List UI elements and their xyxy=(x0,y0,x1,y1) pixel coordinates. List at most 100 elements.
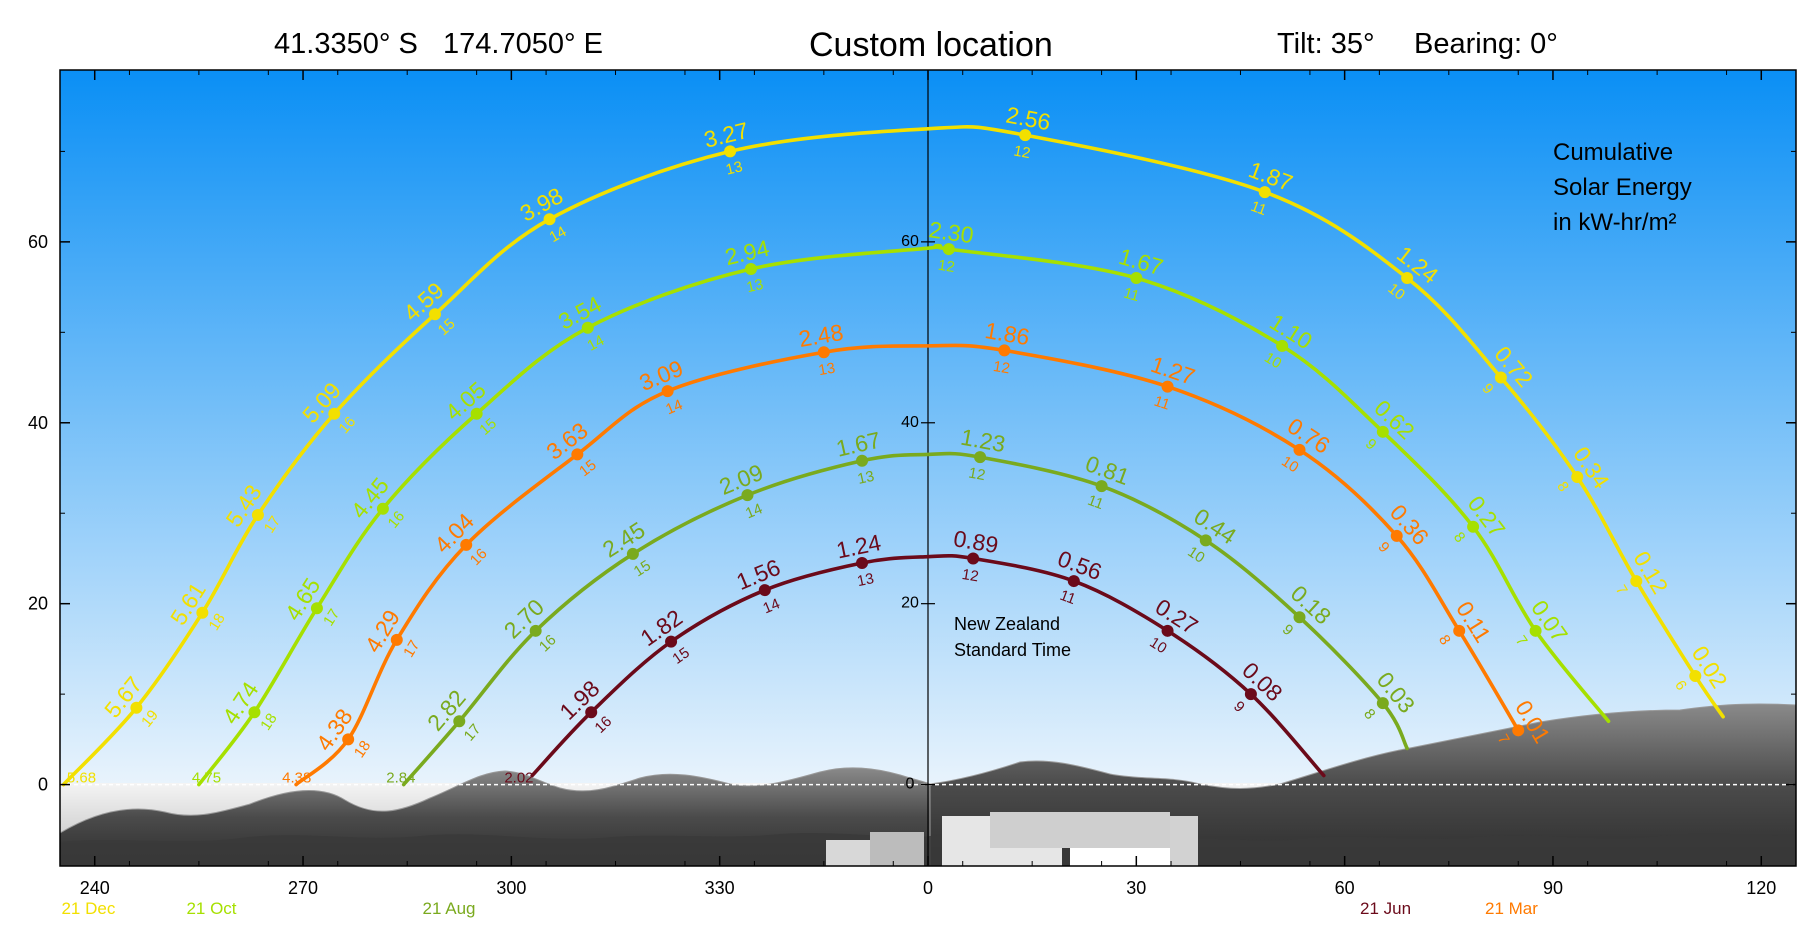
sun-path-line xyxy=(294,343,1521,787)
hour-label: 18 xyxy=(351,738,374,761)
axes: 240 270 300 330 0 30 60 90 120 0 0 20 20 40 40 60 60 21 D… xyxy=(28,70,1796,918)
hour-label: 12 xyxy=(992,358,1011,378)
date-legend-label: 21 Dec xyxy=(61,899,115,918)
hour-marker xyxy=(310,602,323,615)
hour-label: 11 xyxy=(1122,285,1142,306)
daily-total-label: 4.75 xyxy=(192,770,221,787)
hour-marker xyxy=(1689,670,1702,683)
energy-label: 2.30 xyxy=(927,216,975,248)
hour-marker xyxy=(1095,480,1108,493)
hour-marker xyxy=(1161,380,1174,393)
timezone-caption-line1: New Zealand xyxy=(954,614,1060,634)
hour-marker xyxy=(529,624,542,637)
x-tick-label: 300 xyxy=(496,878,526,898)
hour-marker xyxy=(1401,272,1414,285)
daily-total-label: 5.68 xyxy=(67,770,96,787)
timezone-caption-line2: Standard Time xyxy=(954,640,1071,660)
hour-marker xyxy=(1376,425,1389,438)
hour-label: 12 xyxy=(937,257,956,276)
y-tick-label: 0 xyxy=(38,775,48,795)
x-tick-label: 0 xyxy=(923,878,933,898)
hour-label: 10 xyxy=(1184,543,1207,566)
hour-label: 13 xyxy=(817,360,836,380)
date-legend-label: 21 Aug xyxy=(423,899,476,918)
hour-marker xyxy=(1512,724,1525,737)
hour-label: 10 xyxy=(1261,349,1284,372)
hour-marker xyxy=(1130,272,1143,285)
hour-label: 10 xyxy=(1147,634,1170,657)
hour-marker xyxy=(1067,575,1080,588)
hour-marker xyxy=(453,715,466,728)
hour-marker xyxy=(376,502,389,515)
hour-label: 13 xyxy=(856,468,876,488)
hour-marker xyxy=(571,448,584,461)
hour-label: 13 xyxy=(724,158,744,178)
hour-label: 15 xyxy=(576,457,600,481)
x-tick-label: 90 xyxy=(1543,878,1563,898)
y-tick-label: 40 xyxy=(28,413,48,433)
hour-marker xyxy=(856,556,869,569)
energy-caption-line3: in kW-hr/m² xyxy=(1553,209,1677,236)
hour-marker xyxy=(460,538,473,551)
hour-marker xyxy=(428,308,441,321)
hour-label: 17 xyxy=(320,606,343,629)
tilt-label: Tilt: 35° xyxy=(1277,28,1375,60)
hour-marker xyxy=(744,263,757,275)
hour-label: 14 xyxy=(761,595,783,617)
hour-label: 14 xyxy=(663,396,685,418)
hour-marker xyxy=(1258,186,1271,199)
hour-marker xyxy=(1276,339,1289,352)
hour-marker xyxy=(626,547,639,560)
date-legend-label: 21 Mar xyxy=(1485,899,1538,918)
hour-label: 14 xyxy=(743,500,765,522)
hour-label: 17 xyxy=(400,637,423,660)
hour-label: 15 xyxy=(631,557,654,580)
hour-label: 17 xyxy=(261,513,284,536)
chart-title: Custom location xyxy=(809,26,1053,64)
center-y-tick-label: 40 xyxy=(901,414,919,431)
hour-marker xyxy=(470,407,483,420)
hour-marker xyxy=(1494,371,1507,384)
hour-marker xyxy=(342,733,355,746)
center-y-tick-label: 0 xyxy=(906,776,915,793)
energy-caption-line1: Cumulative xyxy=(1553,139,1673,166)
sun-path-line xyxy=(197,243,1611,787)
hour-marker xyxy=(967,552,980,565)
hour-marker xyxy=(1571,471,1584,484)
hour-label: 18 xyxy=(257,710,280,733)
y-tick-label: 60 xyxy=(28,232,48,252)
hour-marker xyxy=(998,344,1011,357)
hour-marker xyxy=(1390,529,1403,542)
hour-marker xyxy=(581,321,594,334)
hour-marker xyxy=(817,346,830,359)
hour-marker xyxy=(1199,534,1212,547)
hour-label: 16 xyxy=(385,508,409,532)
hour-label: 13 xyxy=(856,570,876,590)
daily-total-label: 2.02 xyxy=(504,770,533,787)
hour-marker xyxy=(661,385,674,398)
daily-total-label: 2.84 xyxy=(386,770,415,787)
sun-path-line xyxy=(530,553,1326,778)
date-legend-label: 21 Jun xyxy=(1360,899,1411,918)
hour-marker xyxy=(974,451,987,464)
hour-marker xyxy=(1453,624,1466,637)
hour-label: 11 xyxy=(1085,492,1105,513)
hour-label: 18 xyxy=(206,610,229,633)
hour-label: 10 xyxy=(1385,280,1409,304)
hour-label: 14 xyxy=(585,332,608,355)
hour-marker xyxy=(196,606,209,619)
x-tick-label: 30 xyxy=(1126,878,1146,898)
y-tick-label: 20 xyxy=(28,594,48,614)
hour-marker xyxy=(1244,688,1257,701)
hour-label: 12 xyxy=(967,465,986,485)
x-tick-label: 270 xyxy=(288,878,318,898)
hour-marker xyxy=(1293,611,1306,624)
hour-label: 11 xyxy=(1057,587,1078,608)
date-legend-label: 21 Oct xyxy=(186,899,236,918)
bearing-label: Bearing: 0° xyxy=(1414,28,1558,60)
daily-total-label: 4.38 xyxy=(282,770,311,787)
building-block xyxy=(990,812,1170,848)
x-tick-label: 120 xyxy=(1746,878,1776,898)
